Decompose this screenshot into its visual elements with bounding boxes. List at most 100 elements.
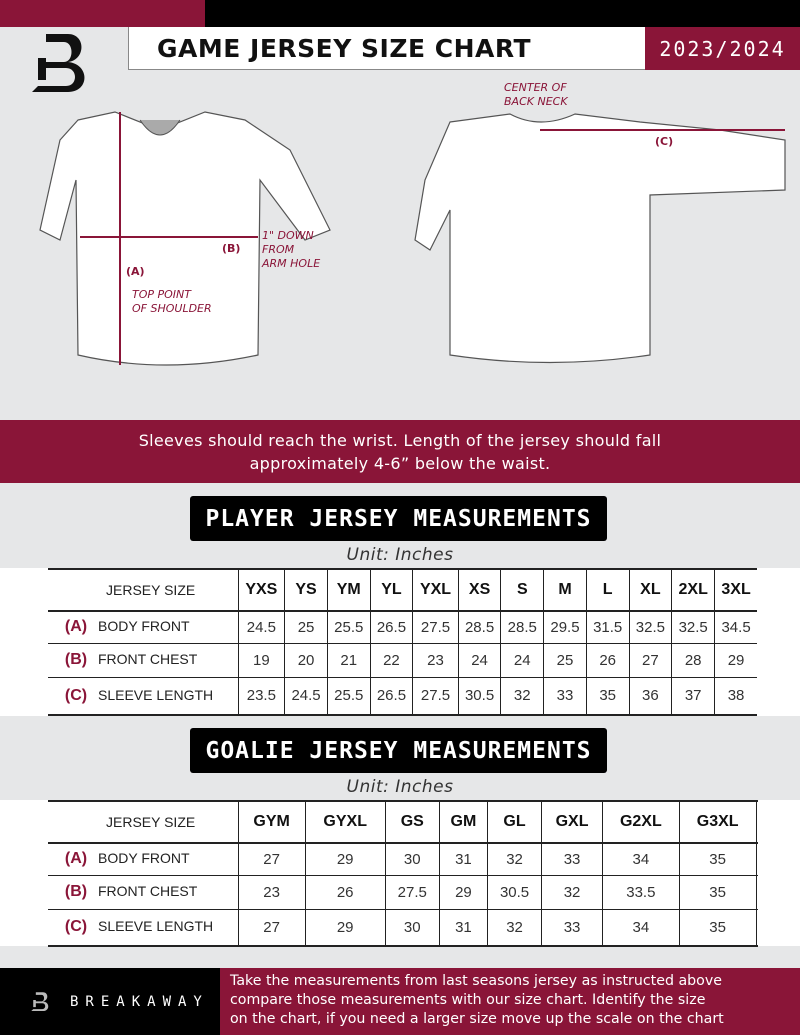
breakaway-logo <box>32 34 85 92</box>
measurement-value: 31 <box>438 908 488 947</box>
measurement-value: 26 <box>585 642 630 678</box>
measurement-value: 29 <box>304 908 386 947</box>
measurement-name: SLEEVE LENGTH <box>98 918 214 935</box>
measurement-value: 31.5 <box>585 610 630 644</box>
top-black-bar <box>205 0 800 27</box>
shoulder-note: TOP POINT OF SHOULDER <box>132 288 212 315</box>
measurement-value: 29 <box>714 642 757 678</box>
measurement-value: 25.5 <box>326 610 371 644</box>
size-col: YS <box>284 568 328 612</box>
table-header-row: JERSEY SIZE YXS YS YM YL YXL XS S M L XL 2XL 3XL <box>48 568 757 612</box>
measurement-value: 25.5 <box>326 676 371 716</box>
size-col: YL <box>369 568 414 612</box>
measurement-name: FRONT CHEST <box>98 883 198 899</box>
measurement-value: 27 <box>237 842 306 876</box>
measurement-value: 34.5 <box>714 610 757 644</box>
size-col: YXS <box>237 568 286 612</box>
measurement-value: 33 <box>543 676 587 716</box>
measurement-value: 24 <box>500 642 545 678</box>
measurement-label: (A) BODY FRONT <box>48 842 239 876</box>
measurement-value: 35 <box>678 874 757 910</box>
measurement-value: 28 <box>671 642 716 678</box>
instruction-band: Sleeves should reach the wrist. Length o… <box>0 420 800 483</box>
measurement-value: 27 <box>237 908 306 947</box>
measurement-value: 30 <box>384 842 440 876</box>
measurement-label: (B) FRONT CHEST <box>48 874 239 910</box>
size-col: S <box>500 568 545 612</box>
measurement-value: 32.5 <box>628 610 673 644</box>
size-col: M <box>543 568 587 612</box>
measurement-label: (B) FRONT CHEST <box>48 642 239 678</box>
size-col: GYXL <box>304 800 386 844</box>
label-b: (B) <box>222 242 241 255</box>
size-col: YM <box>326 568 371 612</box>
top-accent-bar <box>0 0 205 27</box>
footer-brand: BREAKAWAY <box>0 968 220 1035</box>
measurement-value <box>755 874 757 910</box>
measurement-value: 33.5 <box>601 874 680 910</box>
size-col: GS <box>384 800 440 844</box>
size-col: 2XL <box>671 568 716 612</box>
table-row: (A) BODY FRONT 27 29 30 31 32 33 34 35 <box>48 842 757 876</box>
size-col: GL <box>486 800 543 844</box>
size-col: G2XL <box>601 800 680 844</box>
measurement-value: 25 <box>543 642 587 678</box>
measurement-value: 24 <box>457 642 502 678</box>
measurement-value: 29.5 <box>543 610 587 644</box>
measurement-value: 29 <box>304 842 386 876</box>
measurement-letter: (B) <box>64 883 88 900</box>
table-row: (B) FRONT CHEST 19 20 21 22 23 24 24 25 26 27 28 29 <box>48 642 757 678</box>
table-header-row: JERSEY SIZE GYM GYXL GS GM GL GXL G2XL G3XL <box>48 800 757 844</box>
player-table: JERSEY SIZE YXS YS YM YL YXL XS S M L XL 2XL 3XL (A… <box>48 568 757 716</box>
measurement-value: 28.5 <box>500 610 545 644</box>
measurement-value: 35 <box>678 908 757 947</box>
measurement-letter: (A) <box>64 618 88 636</box>
measurement-value: 32 <box>486 842 543 876</box>
measurement-value: 31 <box>438 842 488 876</box>
measurement-value: 24.5 <box>237 610 286 644</box>
size-col: G3XL <box>678 800 757 844</box>
center-back-neck-note: CENTER OF BACK NECK <box>504 81 568 108</box>
measurement-value: 33 <box>541 842 603 876</box>
measurement-value: 38 <box>714 676 757 716</box>
size-col: XS <box>457 568 502 612</box>
measurement-name: FRONT CHEST <box>98 651 198 667</box>
measurement-value: 36 <box>628 676 673 716</box>
measurement-value: 25 <box>284 610 328 644</box>
table-row: (A) BODY FRONT 24.5 25 25.5 26.5 27.5 28.5 28.5 2… <box>48 610 757 644</box>
measurement-letter: (A) <box>64 850 88 868</box>
measurement-value: 22 <box>369 642 414 678</box>
player-table-area: JERSEY SIZE YXS YS YM YL YXL XS S M L XL 2XL 3XL (A… <box>0 568 800 716</box>
breakaway-logo-small <box>31 991 49 1011</box>
arm-hole-note: 1" DOWN FROM ARM HOLE <box>262 229 321 270</box>
footer-instructions: Take the measurements from last seasons … <box>220 968 800 1035</box>
measurement-name: SLEEVE LENGTH <box>98 686 214 703</box>
measurement-value <box>755 908 757 947</box>
measurement-name: BODY FRONT <box>98 850 190 867</box>
size-col: GYM <box>237 800 306 844</box>
measurement-value: 23.5 <box>237 676 286 716</box>
measurement-value: 27.5 <box>384 874 440 910</box>
size-col: XL <box>628 568 673 612</box>
measurement-value: 26.5 <box>369 610 414 644</box>
measurement-letter: (C) <box>64 918 88 936</box>
measurement-value: 26 <box>304 874 386 910</box>
size-col: GXL <box>541 800 603 844</box>
measurement-value: 21 <box>326 642 371 678</box>
measurement-value: 37 <box>671 676 716 716</box>
measurement-value: 32 <box>500 676 545 716</box>
table-row: (C) SLEEVE LENGTH 23.5 24.5 25.5 26.5 27.5 30.5… <box>48 676 757 716</box>
measurement-value: 23 <box>237 874 306 910</box>
measurement-letter: (B) <box>64 651 88 668</box>
measurement-value: 35 <box>585 676 630 716</box>
table-row: (C) SLEEVE LENGTH 27 29 30 31 32 33 34 35 <box>48 908 757 947</box>
goalie-table-area: JERSEY SIZE GYM GYXL GS GM GL GXL G2XL G3XL (A)… <box>0 800 800 947</box>
back-jersey <box>414 113 786 364</box>
measurement-label: (A) BODY FRONT <box>48 610 239 644</box>
measurement-value: 29 <box>438 874 488 910</box>
jersey-diagram <box>39 111 786 366</box>
front-jersey <box>39 111 331 366</box>
goalie-unit: Unit: Inches <box>346 777 454 797</box>
goalie-section-title: GOALIE JERSEY MEASUREMENTS <box>190 728 607 773</box>
measurement-value: 34 <box>601 842 680 876</box>
